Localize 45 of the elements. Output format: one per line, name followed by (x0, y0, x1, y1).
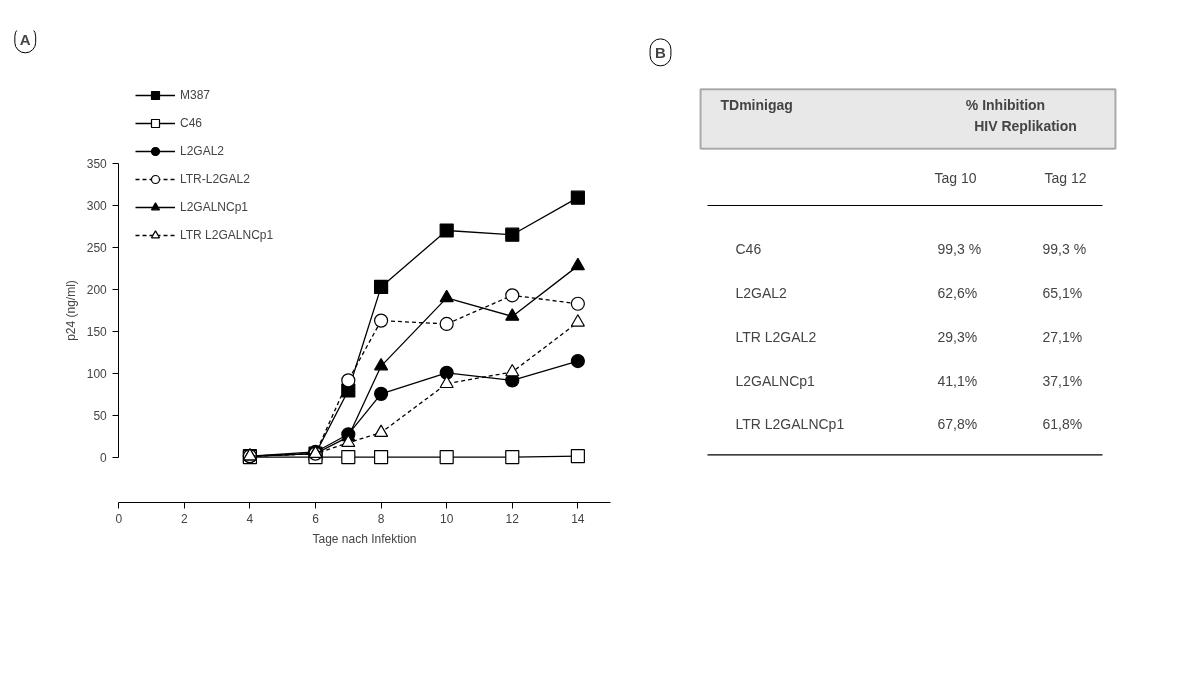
text: % Inhibition HIV Replikation (965, 96, 1077, 134)
text: L2GAL2 (735, 285, 788, 301)
legend-label: LTR-L2GAL2 (180, 172, 250, 186)
text: L2GALNCp1 (735, 372, 816, 389)
y-tick-label: 50 (93, 409, 108, 424)
legend-label: L2GAL2 (180, 144, 225, 158)
legend-label: LTR L2GALNCp1 (180, 228, 274, 242)
x-tick-label: 6 (312, 512, 320, 527)
y-tick-label: 0 (100, 451, 108, 466)
y-tick-label: 150 (86, 325, 108, 340)
x-tick-label: 10 (440, 512, 454, 527)
text: LTR L2GALNCp1 (735, 416, 845, 433)
x-tick-label: 4 (246, 512, 254, 527)
legend-label: C46 (180, 116, 203, 130)
text: 65,1% (1042, 285, 1083, 301)
y-tick-label: 250 (86, 240, 108, 255)
y-tick-label: 350 (86, 156, 108, 171)
y-tick-label: 100 (86, 367, 108, 382)
text: Tag 10 (934, 169, 977, 186)
x-tick-label: 2 (180, 512, 188, 527)
text: 29,3% (937, 328, 978, 345)
text: C46 (735, 241, 762, 258)
text: 37,1% (1042, 372, 1083, 389)
text: 41,1% (937, 372, 978, 389)
text: 62,6% (937, 285, 978, 301)
text: TDminigag (720, 96, 793, 113)
text: 67,8% (937, 416, 978, 433)
text: 99,3 % (1042, 241, 1087, 258)
x-tick-label: 12 (505, 512, 520, 527)
x-tick-label: 0 (115, 512, 123, 527)
x-tick-label: 14 (571, 512, 585, 527)
legend-label: L2GALNCp1 (180, 200, 249, 214)
y-tick-label: 300 (86, 198, 108, 213)
text: 61,8% (1042, 416, 1083, 433)
text: Tag 12 (1044, 169, 1087, 186)
text: B (655, 43, 667, 61)
x-tick-label: 8 (377, 512, 385, 527)
text: 99,3 % (937, 241, 982, 258)
text: A (19, 30, 31, 48)
x-axis-title: Tage nach Infektion (312, 531, 417, 546)
y-axis-title: p24 (ng/ml) (64, 280, 79, 341)
text: 27,1% (1042, 328, 1083, 345)
text: LTR L2GAL2 (735, 328, 817, 345)
y-tick-label: 200 (86, 282, 108, 297)
legend-label: M387 (180, 88, 211, 102)
